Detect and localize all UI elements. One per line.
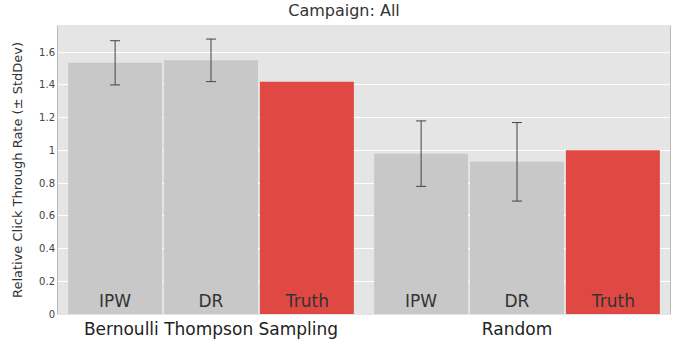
svg-text:Bernoulli Thompson Sampling: Bernoulli Thompson Sampling <box>84 319 338 339</box>
svg-text:DR: DR <box>504 291 529 311</box>
svg-text:Relative Click Through Rate (±: Relative Click Through Rate (± StdDev) <box>10 42 25 298</box>
svg-text:Truth: Truth <box>285 291 329 311</box>
svg-text:1.6: 1.6 <box>39 47 55 58</box>
svg-text:DR: DR <box>198 291 223 311</box>
svg-text:Campaign: All: Campaign: All <box>288 1 400 20</box>
svg-text:Truth: Truth <box>591 291 635 311</box>
svg-text:1: 1 <box>49 145 55 156</box>
svg-text:1.4: 1.4 <box>39 79 55 90</box>
svg-text:IPW: IPW <box>99 291 131 311</box>
svg-text:0.8: 0.8 <box>39 178 55 189</box>
svg-text:0.4: 0.4 <box>39 243 55 254</box>
svg-text:0.6: 0.6 <box>39 210 55 221</box>
svg-text:0: 0 <box>49 309 55 320</box>
svg-text:1.2: 1.2 <box>39 112 55 123</box>
svg-text:Random: Random <box>482 319 552 339</box>
svg-text:IPW: IPW <box>405 291 437 311</box>
svg-text:0.2: 0.2 <box>39 276 55 287</box>
